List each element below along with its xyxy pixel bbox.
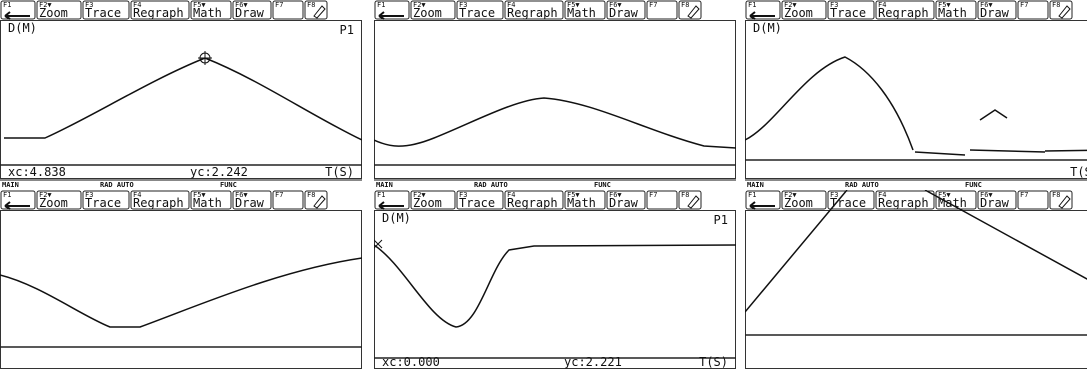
graph-border bbox=[1, 211, 362, 369]
toolbar-label: Zoom bbox=[39, 196, 68, 210]
toolbar-label: Draw bbox=[609, 196, 639, 210]
toolbar-key: F8 bbox=[681, 1, 689, 9]
toolbar-key: F8 bbox=[681, 191, 689, 199]
toolbar-label: Zoom bbox=[784, 6, 813, 20]
plot-label: P1 bbox=[714, 213, 728, 227]
toolbar-key: F8 bbox=[1052, 191, 1060, 199]
yc-readout: yc:2.242 bbox=[190, 165, 248, 179]
toolbar-label: Draw bbox=[980, 6, 1010, 20]
yc-readout: yc:2.221 bbox=[564, 355, 622, 369]
graph-border bbox=[1, 21, 362, 179]
calculator-screen: F1F2▼ZoomF3TraceF4RegraphF5▼MathF6▼DrawF… bbox=[745, 0, 1087, 188]
toolbar-label: Regraph bbox=[507, 196, 558, 210]
y-label: D(M) bbox=[8, 21, 37, 35]
toolbar-key: F8 bbox=[1052, 1, 1060, 9]
trace-cursor bbox=[374, 240, 382, 248]
toolbar-label: Trace bbox=[85, 6, 121, 20]
screenshot: F1F2▼ZoomF3TraceF4RegraphF5▼MathF6▼DrawF… bbox=[0, 0, 1087, 377]
toolbar-label: Zoom bbox=[413, 6, 442, 20]
x-label: T(S) bbox=[325, 165, 354, 179]
graph-curve bbox=[4, 58, 362, 140]
toolbar-key: F8 bbox=[307, 1, 315, 9]
toolbar-label: Trace bbox=[459, 6, 495, 20]
toolbar-key: F7 bbox=[649, 1, 657, 9]
toolbar-label: Zoom bbox=[39, 6, 68, 20]
toolbar-label: Math bbox=[193, 6, 222, 20]
toolbar-key: F1 bbox=[748, 1, 756, 9]
toolbar-label: Regraph bbox=[133, 196, 184, 210]
toolbar-label: Math bbox=[567, 6, 596, 20]
graph-curve bbox=[374, 98, 736, 148]
toolbar-key: F8 bbox=[307, 191, 315, 199]
toolbar-key: F1 bbox=[377, 191, 385, 199]
graph-curve bbox=[374, 245, 736, 327]
toolbar-label: Regraph bbox=[878, 196, 929, 210]
graph-border bbox=[375, 211, 736, 369]
toolbar-key: F7 bbox=[1020, 1, 1028, 9]
status-graph: FUNC bbox=[965, 181, 982, 188]
trace-cursor-cross bbox=[198, 51, 212, 65]
x-label: T(S) bbox=[699, 355, 728, 369]
graph-border bbox=[746, 211, 1087, 369]
graph-curve bbox=[0, 258, 362, 327]
status-mode: MAIN bbox=[747, 181, 764, 188]
toolbar-label: Draw bbox=[235, 6, 265, 20]
toolbar-key: F1 bbox=[3, 191, 11, 199]
toolbar-label: Draw bbox=[980, 196, 1010, 210]
toolbar-label: Trace bbox=[830, 6, 866, 20]
status-mode: MAIN bbox=[2, 181, 19, 188]
toolbar-label: Trace bbox=[85, 196, 121, 210]
toolbar-label: Math bbox=[567, 196, 596, 210]
toolbar-label: Regraph bbox=[878, 6, 929, 20]
toolbar-key: F7 bbox=[275, 1, 283, 9]
xc-readout: xc:0.000 bbox=[382, 355, 440, 369]
toolbar-key: F7 bbox=[1020, 191, 1028, 199]
plot-label: P1 bbox=[340, 23, 354, 37]
y-label: D(M) bbox=[382, 211, 411, 225]
toolbar-key: F1 bbox=[377, 1, 385, 9]
toolbar-key: F1 bbox=[3, 1, 11, 9]
toolbar-key: F7 bbox=[649, 191, 657, 199]
toolbar-label: Trace bbox=[459, 196, 495, 210]
toolbar-label: Regraph bbox=[133, 6, 184, 20]
status-mode: MAIN bbox=[376, 181, 393, 188]
status-graph: FUNC bbox=[594, 181, 611, 188]
status-graph: FUNC bbox=[220, 181, 237, 188]
toolbar-key: F7 bbox=[275, 191, 283, 199]
toolbar-label: Zoom bbox=[784, 196, 813, 210]
graph-curve bbox=[745, 57, 1087, 155]
status-angle: RAD AUTO bbox=[474, 181, 508, 188]
status-angle: RAD AUTO bbox=[845, 181, 879, 188]
y-label: D(M) bbox=[753, 21, 782, 35]
toolbar-label: Zoom bbox=[413, 196, 442, 210]
toolbar-label: Regraph bbox=[507, 6, 558, 20]
toolbar-label: Draw bbox=[609, 6, 639, 20]
calculator-screen: F1F2▼ZoomF3TraceF4RegraphF5▼MathF6▼DrawF… bbox=[745, 190, 1087, 377]
x-label: T(S) bbox=[1070, 165, 1087, 179]
status-angle: RAD AUTO bbox=[100, 181, 134, 188]
graph-border bbox=[746, 21, 1087, 179]
toolbar-label: Draw bbox=[235, 196, 265, 210]
xc-readout: xc:4.838 bbox=[8, 165, 66, 179]
calculator-screen: F1F2▼ZoomF3TraceF4RegraphF5▼MathF6▼DrawF… bbox=[0, 190, 362, 377]
toolbar-label: Math bbox=[938, 6, 967, 20]
toolbar-label: Math bbox=[193, 196, 222, 210]
toolbar-label: Math bbox=[938, 196, 967, 210]
toolbar-key: F1 bbox=[748, 191, 756, 199]
calculator-screen: F1F2▼ZoomF3TraceF4RegraphF5▼MathF6▼DrawF… bbox=[374, 190, 736, 377]
